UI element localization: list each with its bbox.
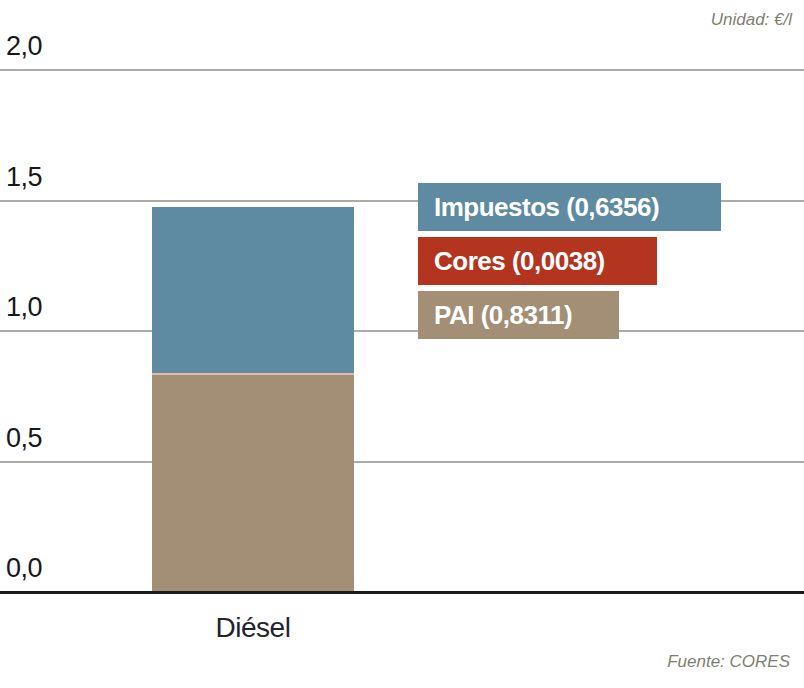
chart-canvas: Unidad: €/l 2,0 1,5 1,0 0,5 0,0 Impuestos (0…: [0, 0, 804, 688]
y-tick-label: 1,0: [6, 294, 42, 321]
x-axis-baseline: [0, 591, 804, 594]
y-tick-label: 0,5: [6, 425, 42, 452]
category-label-diesel: Diésel: [152, 612, 354, 644]
legend-cores-label: Cores (0,0038): [434, 246, 605, 276]
y-tick-label: 0,0: [6, 555, 42, 582]
legend-impuestos: Impuestos (0,6356): [418, 183, 721, 231]
legend-pai-label: PAI (0,8311): [434, 300, 572, 330]
bar-segment-cores: [152, 373, 354, 375]
source-label: Fuente: CORES: [667, 652, 790, 672]
legend-pai: PAI (0,8311): [418, 291, 619, 339]
unit-label: Unidad: €/l: [711, 10, 792, 30]
y-tick-label: 1,5: [6, 164, 42, 191]
gridline: [0, 330, 804, 332]
diesel-stacked-bar: [152, 0, 354, 592]
legend-cores: Cores (0,0038): [418, 237, 657, 285]
y-tick-label: 2,0: [6, 33, 42, 60]
legend-impuestos-label: Impuestos (0,6356): [434, 192, 659, 222]
gridline: [0, 461, 804, 463]
gridline: [0, 69, 804, 71]
bar-segment-impuestos: [152, 207, 354, 373]
bar-segment-pai: [152, 375, 354, 592]
